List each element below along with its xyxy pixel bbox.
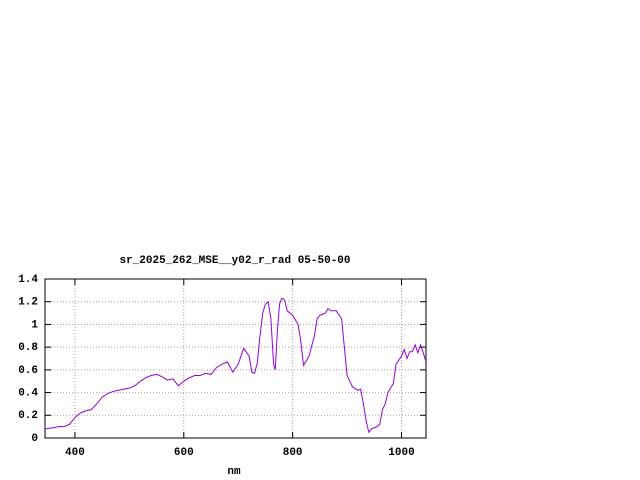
x-axis-label: nm bbox=[227, 466, 241, 478]
y-tick-label: 1 bbox=[31, 319, 38, 331]
y-tick-label: 0.2 bbox=[18, 410, 38, 422]
y-tick-label: 0.4 bbox=[18, 387, 38, 399]
y-tick-label: 1.4 bbox=[18, 274, 38, 286]
y-tick-label: 0.8 bbox=[18, 342, 38, 354]
x-tick-label: 800 bbox=[283, 447, 303, 459]
y-tick-label: 0 bbox=[31, 433, 38, 445]
x-tick-label: 1000 bbox=[388, 447, 414, 459]
chart-title: sr_2025_262_MSE__y02_r_rad 05-50-00 bbox=[119, 255, 350, 267]
data-line bbox=[44, 297, 427, 434]
y-tick-label: 1.2 bbox=[18, 297, 38, 309]
y-tick-label: 0.6 bbox=[18, 365, 38, 377]
x-tick-label: 400 bbox=[65, 447, 85, 459]
x-tick-label: 600 bbox=[174, 447, 194, 459]
plot-border bbox=[44, 278, 427, 439]
